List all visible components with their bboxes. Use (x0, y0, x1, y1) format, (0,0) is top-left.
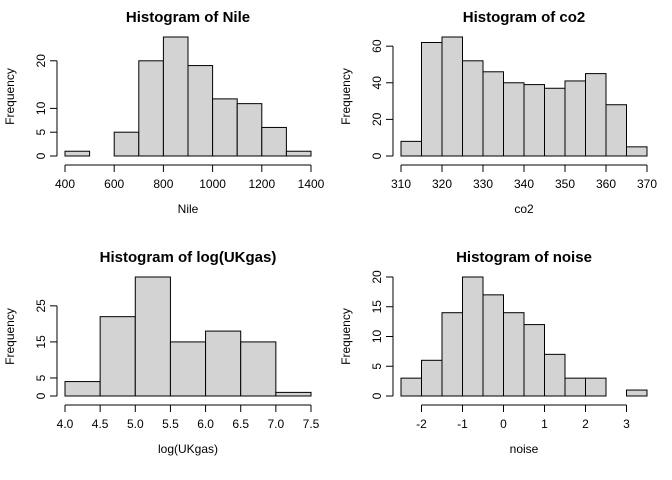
y-tick-label: 0 (370, 392, 384, 399)
chart-title: Histogram of co2 (463, 9, 586, 26)
histogram-bar (503, 312, 525, 397)
y-axis-label: Frequency (339, 308, 353, 365)
chart-title: Histogram of log(UKgas) (100, 249, 277, 266)
histogram-bar (544, 87, 566, 157)
histogram-bar (64, 150, 91, 157)
histogram-bar (261, 126, 287, 157)
x-tick-label: 310 (391, 177, 411, 191)
histogram-bar (585, 377, 607, 397)
histogram-bar (162, 36, 189, 157)
x-tick-label: 400 (55, 177, 75, 191)
y-tick-label: 10 (34, 101, 48, 115)
y-axis-label: Frequency (339, 68, 353, 125)
x-tick-label: 320 (432, 177, 452, 191)
x-tick-label: 800 (153, 177, 173, 191)
x-tick-label: 600 (104, 177, 124, 191)
chart-title: Histogram of Nile (126, 9, 250, 26)
histogram-bar (113, 131, 140, 157)
y-tick-label: 0 (370, 152, 384, 159)
histogram-bar (626, 146, 648, 157)
histogram-bar (99, 316, 136, 397)
y-axis-label: Frequency (3, 308, 17, 365)
x-tick-label: 330 (473, 177, 493, 191)
histogram-bar (626, 389, 648, 397)
histogram-bar (421, 41, 443, 157)
histogram-bar (212, 98, 238, 157)
histogram-bar (605, 104, 627, 157)
x-tick-label: 7.5 (303, 417, 320, 431)
chart-title: Histogram of noise (456, 249, 592, 266)
histogram-bar (240, 341, 277, 397)
histogram-bar (205, 330, 242, 397)
x-tick-label: 350 (555, 177, 575, 191)
x-tick-label: 1000 (199, 177, 226, 191)
histogram-bar (462, 276, 484, 397)
x-tick-label: 1400 (298, 177, 325, 191)
histogram-bar (523, 324, 545, 397)
histogram-bar (544, 353, 566, 397)
x-axis-label: log(UKgas) (158, 442, 218, 456)
x-tick-label: 340 (514, 177, 534, 191)
y-tick-label: 25 (34, 299, 48, 313)
x-tick-label: 6.0 (197, 417, 214, 431)
histogram-bar (236, 103, 263, 157)
x-tick-label: 1 (541, 417, 548, 431)
y-tick-label: 15 (34, 335, 48, 349)
histogram-bar (441, 312, 463, 397)
y-tick-label: 20 (370, 270, 384, 284)
x-tick-label: 370 (637, 177, 657, 191)
y-tick-label: 15 (370, 300, 384, 314)
histogram-bar (134, 276, 171, 397)
x-tick-label: 4.5 (92, 417, 109, 431)
x-axis-label: Nile (178, 202, 199, 216)
x-tick-label: 2 (582, 417, 589, 431)
x-axis-label: co2 (514, 202, 534, 216)
histogram-bar (523, 84, 545, 157)
x-tick-label: 0 (500, 417, 507, 431)
y-tick-label: 20 (370, 112, 384, 126)
y-axis-label: Frequency (3, 68, 17, 125)
y-tick-label: 5 (34, 129, 48, 136)
x-tick-label: 6.5 (232, 417, 249, 431)
x-tick-label: 5.5 (162, 417, 179, 431)
histogram-bar (400, 140, 422, 157)
x-tick-label: 4.0 (57, 417, 74, 431)
histogram-bar (421, 359, 443, 397)
y-tick-label: 5 (34, 374, 48, 381)
x-tick-label: 7.0 (268, 417, 285, 431)
histogram-bar (138, 60, 164, 157)
histogram-bar (482, 294, 504, 397)
y-tick-label: 20 (34, 54, 48, 68)
x-tick-label: 360 (596, 177, 616, 191)
y-tick-label: 5 (370, 363, 384, 370)
histogram-bar (441, 36, 463, 157)
histogram-bar (564, 377, 586, 397)
histogram-bar (482, 71, 504, 157)
histogram-bar (400, 377, 422, 397)
y-tick-label: 60 (370, 39, 384, 53)
x-tick-label: 3 (623, 417, 630, 431)
x-tick-label: 5.0 (127, 417, 144, 431)
x-tick-label: -1 (457, 417, 468, 431)
y-tick-label: 10 (370, 330, 384, 344)
histogram-bar (462, 60, 484, 157)
histogram-bar (169, 341, 207, 397)
histogram-bar (64, 381, 101, 397)
x-tick-label: -2 (416, 417, 427, 431)
x-axis-label: noise (510, 442, 539, 456)
y-tick-label: 0 (34, 152, 48, 159)
y-tick-label: 0 (34, 392, 48, 399)
histogram-bar (503, 82, 525, 157)
histogram-bar (285, 150, 312, 157)
histogram-bar (275, 391, 312, 397)
histogram-bar (564, 80, 586, 157)
histogram-bar (187, 65, 214, 157)
histogram-bar (585, 73, 607, 157)
x-tick-label: 1200 (248, 177, 275, 191)
y-tick-label: 40 (370, 76, 384, 90)
